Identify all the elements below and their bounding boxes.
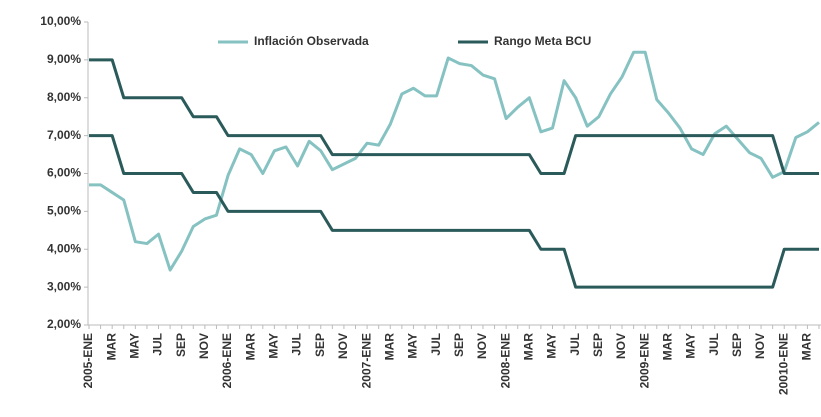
x-tick-label: JUL [568,333,582,356]
y-tick-label: 2,00% [47,317,81,331]
x-tick-label: NOV [753,333,767,359]
x-tick-label: 20010-ENE [776,333,790,395]
y-tick-label: 5,00% [47,204,81,218]
x-tick-label: 2008-ENE [498,333,512,388]
x-tick-label: MAR [800,333,814,361]
y-tick-label: 3,00% [47,279,81,293]
x-tick-label: SEP [452,333,466,357]
x-tick-label: JUL [707,333,721,356]
data-line [89,58,819,175]
x-tick-label: JUL [151,333,165,356]
x-tick-label: MAY [267,333,281,359]
legend-label: Rango Meta BCU [494,34,591,48]
data-line [89,134,819,289]
y-tick-label: 7,00% [47,128,81,142]
x-tick-label: 2005-ENE [81,333,95,388]
y-tick-label: 8,00% [47,90,81,104]
y-tick-label: 4,00% [47,241,81,255]
x-tick-label: NOV [614,333,628,359]
x-tick-label: SEP [313,333,327,357]
x-tick-label: NOV [336,333,350,359]
x-tick-label: MAR [661,333,675,361]
x-tick-label: MAR [521,333,535,361]
data-line [89,50,820,272]
x-tick-label: MAR [382,333,396,361]
x-tick-label: SEP [591,333,605,357]
legend-label: Inflación Observada [254,34,369,48]
x-tick-label: SEP [730,333,744,357]
y-tick-label: 10,00% [40,14,81,28]
x-tick-label: MAY [128,333,142,359]
x-tick-label: NOV [197,333,211,359]
x-tick-label: MAY [406,333,420,359]
x-tick-label: MAY [545,333,559,359]
x-tick-label: NOV [475,333,489,359]
x-tick-label: JUL [429,333,443,356]
x-tick-label: 2009-ENE [637,333,651,388]
y-tick-label: 6,00% [47,166,81,180]
x-tick-label: 2006-ENE [220,333,234,388]
x-tick-label: MAR [104,333,118,361]
x-tick-label: MAR [243,333,257,361]
y-tick-label: 9,00% [47,52,81,66]
x-tick-label: SEP [174,333,188,357]
x-tick-label: MAY [684,333,698,359]
x-tick-label: 2007-ENE [359,333,373,388]
x-tick-label: JUL [290,333,304,356]
